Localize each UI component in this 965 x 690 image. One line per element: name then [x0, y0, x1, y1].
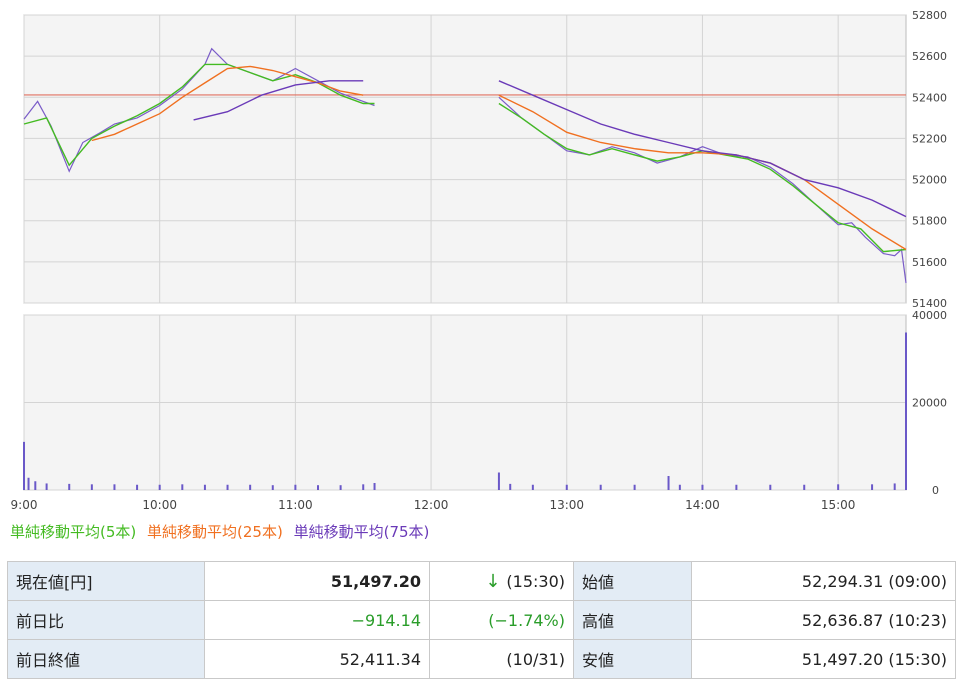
volume-bar: [27, 477, 30, 490]
series-line-単純移動平均(25本): [91, 65, 907, 251]
volume-bar: [271, 485, 274, 490]
volume-bar: [362, 484, 365, 490]
volume-bar: [23, 441, 25, 490]
down-arrow-icon: ↓: [485, 570, 501, 592]
volume-bar: [34, 481, 37, 490]
price-tick-label: 52600: [912, 50, 947, 63]
volume-bar: [667, 476, 670, 490]
price-panel-background: [23, 14, 907, 304]
volume-bar: [678, 484, 681, 490]
low-label: 安値: [573, 639, 692, 679]
volume-tick-label: 20000: [912, 397, 947, 410]
current-price-time-cell: ↓ (15:30): [429, 561, 574, 601]
current-price-value: 51,497.20: [204, 561, 430, 601]
volume-bar: [735, 484, 738, 490]
legend-ma5: 単純移動平均(5本): [10, 523, 137, 541]
x-tick-label: 13:00: [549, 498, 584, 512]
prev-close-value: 52,411.34: [204, 639, 430, 679]
price-tick-label: 52200: [912, 132, 947, 145]
volume-bar: [226, 484, 229, 490]
high-label: 高値: [573, 600, 692, 640]
price-tick-label: 52000: [912, 174, 947, 187]
price-panel: 51400 51600 51800 52000 52200 52400 52600 52800: [23, 9, 947, 310]
volume-bar: [531, 484, 534, 490]
volume-bar: [803, 484, 806, 490]
volume-bar: [837, 484, 840, 490]
current-price-time: (15:30): [506, 571, 565, 591]
volume-bar: [373, 483, 376, 490]
volume-bar: [905, 332, 907, 490]
volume-bar: [769, 484, 772, 490]
table-row: 現在値[円] 51,497.20 ↓ (15:30) 始値 52,294.31 (…: [7, 561, 956, 601]
x-tick-label: 10:00: [142, 498, 177, 512]
volume-panel: 0 20000 40000: [23, 309, 947, 497]
price-tick-label: 52400: [912, 91, 947, 104]
x-tick-label: 14:00: [685, 498, 720, 512]
open-label: 始値: [573, 561, 692, 601]
volume-bar: [203, 484, 206, 490]
volume-bar: [497, 472, 500, 490]
price-tick-label: 52800: [912, 9, 947, 22]
volume-bar: [68, 483, 71, 490]
volume-bar: [45, 483, 48, 490]
price-tick-label: 51600: [912, 256, 947, 269]
volume-bar: [113, 484, 116, 490]
volume-bar: [249, 484, 252, 490]
x-axis: 9:00 10:00 11:00 12:00 13:00 14:00 15:00: [11, 498, 856, 512]
series-line-単純移動平均(75本): [193, 80, 907, 218]
open-value: 52,294.31 (09:00): [691, 561, 956, 601]
volume-bar: [633, 484, 636, 490]
x-tick-label: 9:00: [11, 498, 38, 512]
change-label: 前日比: [7, 600, 205, 640]
volume-bar: [339, 485, 342, 490]
x-tick-label: 15:00: [821, 498, 856, 512]
volume-bar: [871, 484, 874, 490]
prev-close-label: 前日終値: [7, 639, 205, 679]
legend-ma25: 単純移動平均(25本): [147, 523, 283, 541]
low-value: 51,497.20 (15:30): [691, 639, 956, 679]
price-tick-label: 51400: [912, 297, 947, 310]
x-tick-label: 12:00: [414, 498, 449, 512]
table-row: 前日終値 52,411.34 (10/31) 安値 51,497.20 (15:…: [7, 639, 956, 679]
volume-bar: [893, 483, 896, 490]
volume-bar: [158, 484, 161, 490]
volume-tick-label: 0: [932, 484, 939, 497]
change-value: −914.14: [204, 600, 430, 640]
volume-bar: [294, 484, 297, 490]
high-value: 52,636.87 (10:23): [691, 600, 956, 640]
volume-bar: [701, 484, 704, 490]
chart: 51400 51600 51800 52000 52200 52400 52600 52800…: [11, 9, 947, 512]
volume-bar: [317, 485, 319, 490]
volume-bar: [565, 484, 568, 490]
legend-ma75: 単純移動平均(75本): [293, 523, 430, 541]
volume-bar: [90, 484, 93, 490]
volume-bar: [599, 484, 602, 490]
x-tick-label: 11:00: [278, 498, 313, 512]
prev-close-date: (10/31): [429, 639, 574, 679]
series-line-price: [23, 47, 907, 284]
volume-bar: [136, 484, 139, 490]
chart-legend: 単純移動平均(5本) 単純移動平均(25本) 単純移動平均(75本): [10, 521, 435, 542]
table-row: 前日比 −914.14 (−1.74%) 高値 52,636.87 (10:23…: [7, 600, 956, 640]
current-price-label: 現在値[円]: [7, 561, 205, 601]
price-tick-label: 51800: [912, 215, 947, 228]
volume-tick-label: 40000: [912, 309, 947, 322]
quote-table: 現在値[円] 51,497.20 ↓ (15:30) 始値 52,294.31 (…: [7, 561, 956, 679]
volume-bar: [509, 483, 512, 490]
change-percent: (−1.74%): [429, 600, 574, 640]
volume-bar: [181, 484, 184, 490]
